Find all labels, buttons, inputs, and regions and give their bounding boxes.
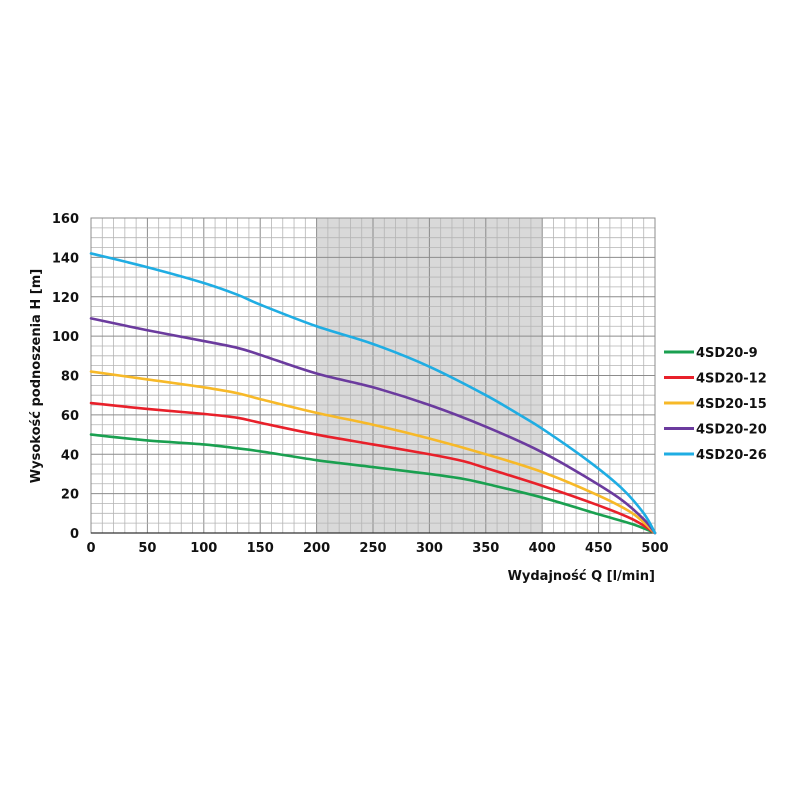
x-tick-label: 200 [303,541,330,556]
x-tick-label: 300 [416,541,443,556]
y-tick-label: 60 [61,409,79,424]
legend-label: 4SD20-12 [696,372,767,387]
tick-label-layer: 0 50 100 150 200 250 300 350 400 450 500 0 20 40 60 80 1… [52,212,669,556]
y-tick-label: 80 [61,370,79,385]
series-line-4sd20-12 [89,401,657,535]
y-tick-label: 40 [61,448,79,463]
y-tick-label: 140 [52,251,79,266]
y-tick-label: 120 [52,291,79,306]
x-tick-label: 350 [472,541,499,556]
x-tick-label: 450 [585,541,612,556]
x-axis-title: Wydajność Q [l/min] [508,569,655,584]
legend-item-4sd20-9: 4SD20-9 [664,346,758,361]
y-tick-label: 100 [52,330,79,345]
grid-layer [90,217,656,534]
y-tick-label: 160 [52,212,79,227]
x-tick-label: 150 [247,541,274,556]
legend-label: 4SD20-15 [696,397,767,412]
legend-label: 4SD20-9 [696,346,758,361]
y-tick-label: 0 [70,527,79,542]
x-tick-label: 250 [359,541,386,556]
legend-item-4sd20-15: 4SD20-15 [664,397,767,412]
x-tick-label: 0 [86,541,95,556]
series-layer [89,252,657,535]
legend-label: 4SD20-20 [696,423,767,438]
legend-item-4sd20-20: 4SD20-20 [664,423,767,438]
series-line-4sd20-26 [89,252,657,535]
y-tick-label: 20 [61,488,79,503]
series-line-4sd20-15 [89,370,657,535]
y-axis-title: Wysokość podnoszenia H [m] [29,269,44,483]
x-tick-label: 400 [529,541,556,556]
x-tick-label: 100 [190,541,217,556]
legend-item-4sd20-26: 4SD20-26 [664,448,767,463]
legend-label: 4SD20-26 [696,448,767,463]
x-tick-label: 500 [641,541,668,556]
series-line-4sd20-9 [89,433,657,535]
legend-item-4sd20-12: 4SD20-12 [664,372,767,387]
legend: 4SD20-9 4SD20-12 4SD20-15 4SD20-20 4SD20-26 [664,346,767,463]
series-line-4sd20-20 [89,317,657,535]
x-tick-label: 50 [138,541,156,556]
